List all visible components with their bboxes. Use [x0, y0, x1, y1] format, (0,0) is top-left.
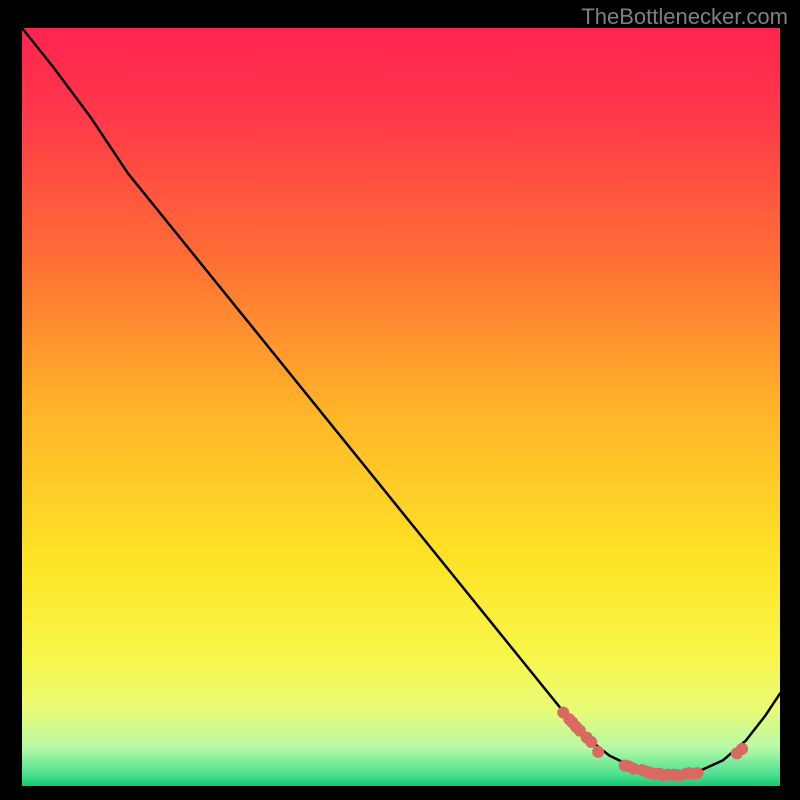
gradient-background [22, 28, 780, 786]
marker-dot [736, 743, 748, 755]
marker-dot [691, 767, 703, 779]
plot-area [22, 28, 780, 786]
chart-root: TheBottlenecker.com [0, 0, 800, 800]
marker-dot [585, 736, 597, 748]
watermark-text: TheBottlenecker.com [581, 4, 788, 30]
marker-dot [592, 746, 604, 758]
plot-svg [22, 28, 780, 786]
